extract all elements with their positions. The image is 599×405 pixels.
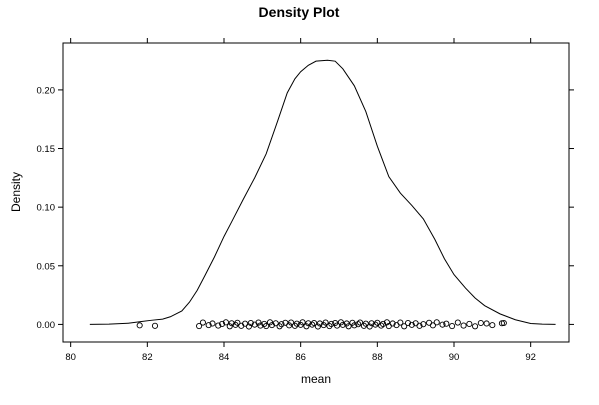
rug-point: [420, 321, 427, 328]
rug-point: [378, 322, 385, 329]
rug-point: [263, 322, 270, 330]
rug-point: [466, 320, 473, 327]
rug-point: [500, 319, 507, 327]
rug-point: [339, 321, 346, 328]
rug-point: [299, 319, 306, 326]
rug-point: [303, 323, 310, 330]
y-tick-label: 0.05: [37, 261, 56, 272]
rug-point: [309, 321, 316, 328]
rug-point: [362, 320, 369, 327]
y-tick-label: 0.20: [37, 85, 56, 96]
x-tick-label: 86: [295, 352, 306, 363]
density-curve: [89, 59, 556, 325]
rug-point: [483, 320, 490, 327]
y-tick-label: 0.00: [37, 320, 56, 331]
rug-point: [219, 320, 226, 327]
rug-point: [255, 319, 262, 326]
rug-point: [401, 323, 408, 330]
rug-point: [316, 320, 323, 327]
y-tick-label: 0.10: [37, 203, 56, 214]
rug-point: [228, 320, 235, 327]
rug-point: [368, 320, 375, 327]
x-tick-label: 80: [65, 352, 76, 363]
rug-point: [257, 322, 264, 329]
tick-labels: 80 82 84 86 88 90 92 0.00 0.05 0.10 0.15 0.20: [37, 85, 536, 363]
rug-point: [322, 319, 329, 326]
x-axis-label: mean: [301, 372, 331, 386]
rug-point: [472, 323, 479, 330]
rug-point: [429, 322, 436, 329]
plot-panel-border: [62, 42, 570, 343]
rug-point: [355, 321, 362, 328]
rug-points: [136, 319, 507, 330]
rug-point: [278, 321, 285, 328]
rug-point: [345, 323, 352, 330]
rug-point: [215, 322, 222, 329]
rug-point: [305, 320, 312, 327]
rug-point: [454, 319, 461, 326]
rug-point: [389, 320, 396, 327]
rug-point: [380, 320, 387, 327]
axis-ticks: [58, 38, 574, 347]
rug-point: [268, 322, 275, 329]
rug-point: [209, 320, 216, 327]
rug-point: [136, 322, 143, 329]
rug-point: [222, 319, 229, 326]
rug-point: [293, 320, 300, 327]
rug-point: [372, 321, 379, 328]
rug-point: [245, 323, 252, 330]
x-tick-label: 92: [525, 352, 536, 363]
rug-point: [311, 319, 318, 327]
rug-point: [366, 323, 373, 330]
rug-point: [288, 319, 295, 326]
rug-point: [328, 320, 335, 327]
chart-title: Density Plot: [259, 4, 340, 20]
rug-point: [196, 322, 203, 330]
rug-point: [247, 319, 254, 327]
rug-point: [374, 319, 381, 326]
rug-point: [443, 320, 450, 327]
x-tick-label: 84: [219, 352, 230, 363]
rug-point: [226, 323, 233, 330]
rug-point: [408, 321, 415, 328]
rug-point: [416, 322, 423, 329]
rug-point: [199, 319, 206, 326]
x-tick-label: 90: [449, 352, 460, 363]
rug-point: [449, 322, 456, 330]
rug-point: [383, 319, 390, 326]
rug-point: [477, 319, 484, 327]
rug-point: [460, 322, 467, 329]
rug-point: [404, 319, 412, 327]
rug-point: [439, 321, 446, 328]
rug-point: [234, 319, 241, 326]
y-axis-label: Density: [9, 172, 23, 212]
rug-point: [334, 322, 341, 329]
rug-point: [314, 323, 321, 330]
rug-point: [242, 320, 249, 327]
rug-point: [272, 320, 279, 327]
x-tick-label: 88: [372, 352, 383, 363]
rug-point: [489, 322, 496, 329]
rug-point: [397, 319, 404, 326]
rug-point: [151, 322, 159, 329]
rug-point: [351, 322, 358, 329]
rug-point: [357, 319, 364, 326]
rug-point: [205, 322, 212, 329]
rug-point: [433, 319, 440, 326]
x-tick-label: 82: [142, 352, 153, 363]
y-tick-label: 0.15: [37, 144, 56, 155]
